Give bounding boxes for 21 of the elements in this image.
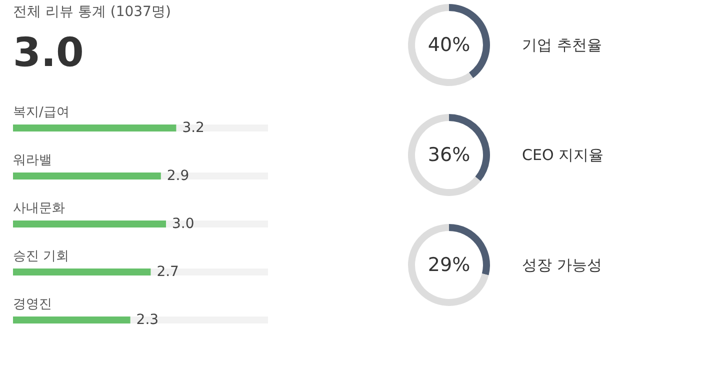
donut-slice bbox=[408, 4, 474, 86]
text: 전체 리뷰 통계 (1037명) bbox=[13, 4, 171, 20]
category-label: 워라밸 bbox=[13, 153, 52, 168]
category-label: 복지/급여 bbox=[13, 105, 70, 120]
data-label: 3.0 bbox=[172, 216, 194, 232]
text: 29% bbox=[428, 254, 470, 276]
data-label: 2.7 bbox=[156, 264, 179, 280]
category-label: 사내문화 bbox=[13, 201, 65, 216]
text: 3.0 bbox=[13, 30, 84, 76]
donut-slice bbox=[408, 114, 481, 196]
text: 36% bbox=[428, 144, 470, 166]
text: 40% bbox=[428, 34, 470, 56]
data-label: 2.3 bbox=[136, 312, 159, 328]
text: 성장 가능성 bbox=[522, 256, 602, 274]
donut-slice bbox=[408, 224, 489, 306]
text: CEO 지지율 bbox=[522, 146, 604, 164]
category-label: 승진 기회 bbox=[13, 249, 70, 264]
data-label: 3.2 bbox=[182, 120, 204, 136]
category-label: 경영진 bbox=[13, 297, 52, 312]
text: 기업 추천율 bbox=[522, 36, 602, 54]
data-label: 2.9 bbox=[166, 168, 190, 184]
